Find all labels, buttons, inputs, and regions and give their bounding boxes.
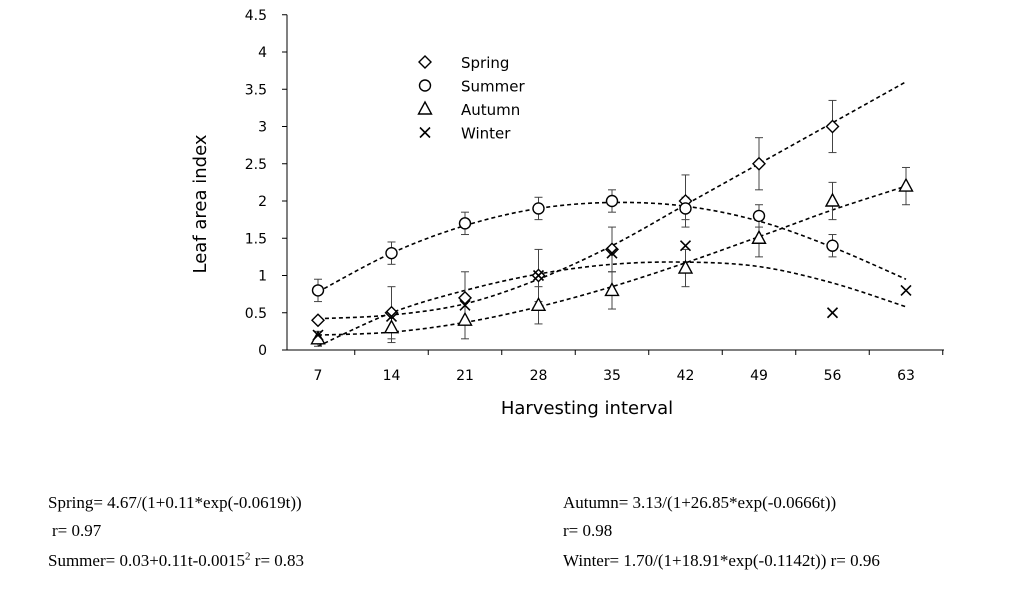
autumn-r: r= 0.98: [563, 521, 613, 540]
legend-label-winter: Winter: [461, 125, 511, 143]
legend-marker-summer: [418, 79, 432, 92]
x-tick-label: 35: [603, 368, 621, 384]
point-autumn: [898, 177, 914, 192]
point-winter: [900, 284, 912, 296]
point-autumn: [310, 330, 326, 345]
point-spring: [605, 242, 619, 257]
point-summer: [752, 209, 766, 223]
y-tick-label: 2.5: [245, 157, 267, 173]
x-axis-title: Harvesting interval: [501, 398, 673, 419]
point-autumn: [530, 296, 547, 311]
point-summer: [458, 217, 472, 230]
point-summer: [605, 194, 619, 208]
point-winter: [606, 247, 618, 259]
legend-marker-spring: [418, 55, 432, 69]
point-spring: [458, 290, 472, 305]
point-summer: [679, 202, 692, 215]
summer-equation-main: Summer= 0.03+0.11t-0.0015: [48, 551, 246, 570]
error-bars: [314, 99, 910, 347]
point-summer: [532, 202, 545, 215]
point-autumn: [751, 229, 767, 244]
legend-label-summer: Summer: [461, 78, 525, 96]
autumn-equation: Autumn= 3.13/(1+26.85*exp(-0.0666t)): [563, 493, 837, 512]
y-tick-label: 0: [258, 343, 267, 359]
summer-equation-exponent: 2: [245, 550, 251, 563]
x-tick-label: 7: [314, 368, 323, 384]
summer-equation: Summer= 0.03+0.11t-0.00152 r= 0.83: [48, 551, 304, 571]
y-tick-label: 2: [258, 194, 267, 210]
legend-label-autumn: Autumn: [461, 101, 520, 119]
legend-label-spring: Spring: [461, 54, 509, 72]
point-summer: [385, 246, 398, 260]
x-tick-label: 56: [824, 368, 842, 384]
x-tick-label: 21: [456, 368, 474, 384]
y-tick-label: 1: [258, 269, 267, 285]
spring-equation: Spring= 4.67/(1+0.11*exp(-0.0619t)): [48, 493, 302, 512]
point-summer: [826, 239, 839, 252]
point-winter: [459, 299, 471, 311]
x-tick-label: 14: [383, 368, 401, 384]
y-axis-title: Leaf area index: [190, 134, 211, 273]
fit-curve-winter: [317, 261, 907, 348]
point-spring: [311, 313, 325, 328]
point-spring: [384, 305, 399, 320]
point-winter: [312, 329, 324, 341]
summer-r: r= 0.83: [250, 551, 305, 570]
axes: 0 0.5 1 1.5 2 2.5 3 3.5 4 4.5 7 14 21 28 35 42 49 56 63: [245, 8, 944, 384]
y-tick-label: 4: [258, 45, 267, 61]
point-autumn: [457, 311, 473, 326]
point-autumn: [824, 192, 841, 207]
leaf-area-chart: 0 0.5 1 1.5 2 2.5 3 3.5 4 4.5 7 14 21 28 35 42 49 56 63 Sp…: [190, 8, 944, 419]
point-spring: [825, 119, 840, 134]
spring-r: r= 0.97: [52, 521, 102, 540]
fit-curve-spring: [317, 81, 907, 320]
x-tick-label: 49: [750, 368, 768, 384]
legend-marker-autumn: [417, 100, 433, 115]
data-points: [310, 119, 914, 345]
point-summer: [311, 284, 325, 297]
x-tick-label: 42: [677, 368, 695, 384]
point-winter: [679, 240, 692, 252]
x-tick-label: 28: [530, 368, 548, 384]
y-tick-label: 3: [258, 120, 267, 136]
point-spring: [752, 156, 766, 171]
winter-equation: Winter= 1.70/(1+18.91*exp(-0.1142t)) r= …: [563, 551, 880, 570]
y-tick-label: 1.5: [245, 231, 267, 247]
point-autumn: [677, 259, 694, 274]
point-autumn: [604, 281, 620, 297]
point-winter: [385, 310, 398, 323]
y-tick-label: 0.5: [245, 306, 267, 322]
point-autumn: [383, 319, 400, 334]
x-tick-label: 63: [897, 368, 915, 384]
legend: Spring Summer Autumn Winter: [417, 54, 525, 143]
y-tick-label: 3.5: [245, 82, 267, 98]
point-winter: [826, 307, 839, 319]
point-winter: [532, 269, 545, 282]
y-tick-label: 4.5: [245, 8, 267, 24]
legend-marker-winter: [419, 126, 431, 139]
